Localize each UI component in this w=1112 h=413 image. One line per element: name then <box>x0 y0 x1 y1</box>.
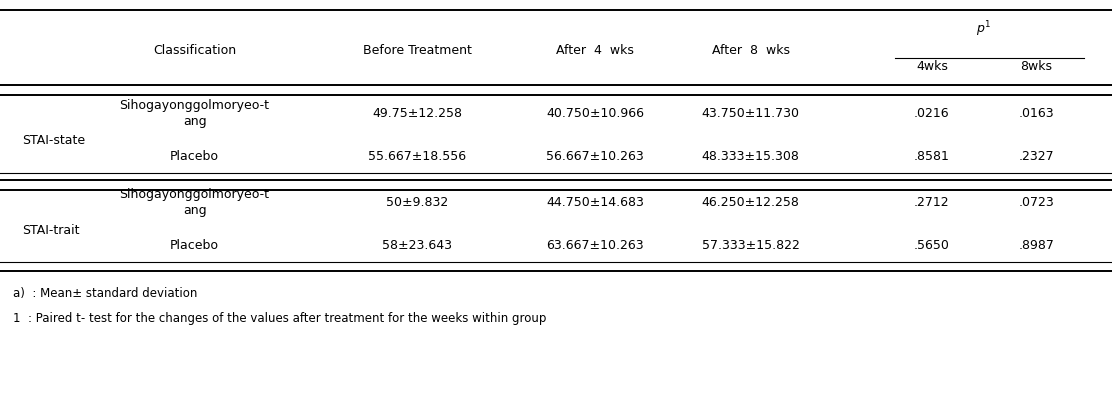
Text: 44.750±14.683: 44.750±14.683 <box>546 196 644 209</box>
Text: After  8  wks: After 8 wks <box>712 44 790 57</box>
Text: ang: ang <box>182 204 207 217</box>
Text: 48.333±15.308: 48.333±15.308 <box>702 150 800 163</box>
Text: .5650: .5650 <box>914 239 950 252</box>
Text: 58±23.643: 58±23.643 <box>383 239 451 252</box>
Text: .2712: .2712 <box>914 196 950 209</box>
Text: 8wks: 8wks <box>1021 60 1052 74</box>
Text: .0723: .0723 <box>1019 196 1054 209</box>
Text: Sihogayonggolmoryeo-t: Sihogayonggolmoryeo-t <box>120 99 269 112</box>
Text: Before Treatment: Before Treatment <box>363 44 471 57</box>
Text: .2327: .2327 <box>1019 150 1054 163</box>
Text: Classification: Classification <box>153 44 236 57</box>
Text: After  4  wks: After 4 wks <box>556 44 634 57</box>
Text: Placebo: Placebo <box>170 150 219 163</box>
Text: Sihogayonggolmoryeo-t: Sihogayonggolmoryeo-t <box>120 188 269 202</box>
Text: 56.667±10.263: 56.667±10.263 <box>546 150 644 163</box>
Text: Placebo: Placebo <box>170 239 219 252</box>
Text: ang: ang <box>182 115 207 128</box>
Text: .0163: .0163 <box>1019 107 1054 120</box>
Text: 50±9.832: 50±9.832 <box>386 196 448 209</box>
Text: 49.75±12.258: 49.75±12.258 <box>373 107 461 120</box>
Text: 40.750±10.966: 40.750±10.966 <box>546 107 644 120</box>
Text: 63.667±10.263: 63.667±10.263 <box>546 239 644 252</box>
Text: 46.250±12.258: 46.250±12.258 <box>702 196 800 209</box>
Text: a)  : Mean± standard deviation: a) : Mean± standard deviation <box>13 287 198 300</box>
Text: $p^1$: $p^1$ <box>976 19 992 39</box>
Text: 4wks: 4wks <box>916 60 947 74</box>
Text: STAI-state: STAI-state <box>22 134 86 147</box>
Text: .8987: .8987 <box>1019 239 1054 252</box>
Text: 43.750±11.730: 43.750±11.730 <box>702 107 800 120</box>
Text: STAI-trait: STAI-trait <box>22 223 80 237</box>
Text: .0216: .0216 <box>914 107 950 120</box>
Text: .8581: .8581 <box>914 150 950 163</box>
Text: 1  : Paired t- test for the changes of the values after treatment for the weeks : 1 : Paired t- test for the changes of th… <box>13 312 547 325</box>
Text: 55.667±18.556: 55.667±18.556 <box>368 150 466 163</box>
Text: 57.333±15.822: 57.333±15.822 <box>702 239 800 252</box>
